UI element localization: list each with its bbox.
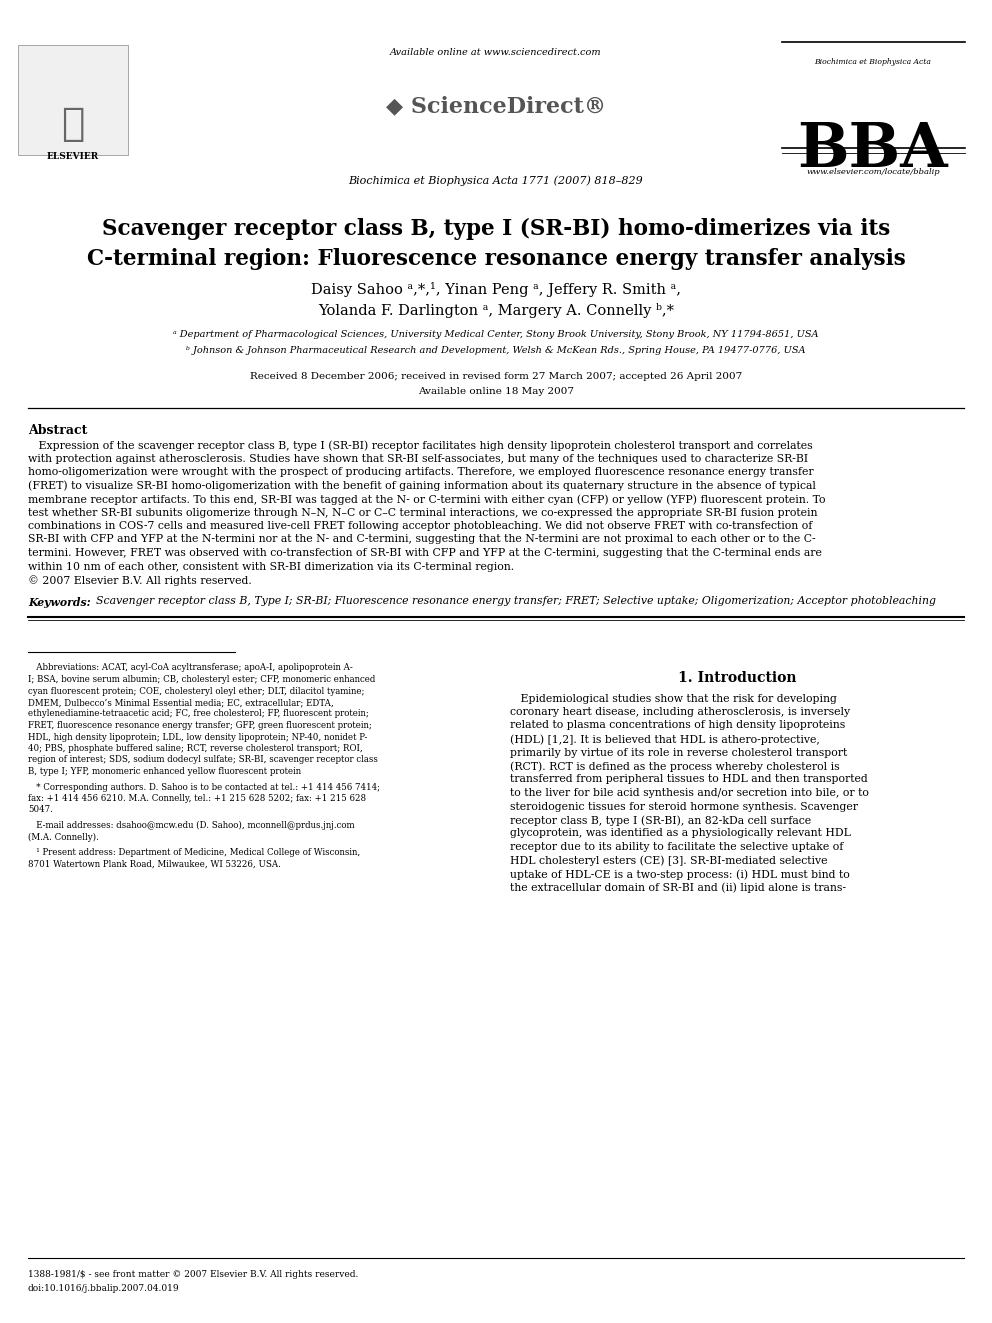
Text: ◆ ScienceDirect®: ◆ ScienceDirect®	[386, 95, 606, 116]
Text: (HDL) [1,2]. It is believed that HDL is athero-protective,: (HDL) [1,2]. It is believed that HDL is …	[510, 734, 819, 745]
Text: SR-BI with CFP and YFP at the N-termini nor at the N- and C-termini, suggesting : SR-BI with CFP and YFP at the N-termini …	[28, 534, 815, 545]
Text: (RCT). RCT is defined as the process whereby cholesterol is: (RCT). RCT is defined as the process whe…	[510, 761, 839, 771]
Text: www.elsevier.com/locate/bbalip: www.elsevier.com/locate/bbalip	[806, 168, 939, 176]
Text: * Corresponding authors. D. Sahoo is to be contacted at tel.: +1 414 456 7414;: * Corresponding authors. D. Sahoo is to …	[28, 782, 380, 791]
Text: ¹ Present address: Department of Medicine, Medical College of Wisconsin,: ¹ Present address: Department of Medicin…	[28, 848, 360, 857]
Text: © 2007 Elsevier B.V. All rights reserved.: © 2007 Elsevier B.V. All rights reserved…	[28, 576, 252, 586]
Text: Biochimica et Biophysica Acta 1771 (2007) 818–829: Biochimica et Biophysica Acta 1771 (2007…	[348, 175, 644, 185]
Text: HDL, high density lipoprotein; LDL, low density lipoprotein; NP-40, nonidet P-: HDL, high density lipoprotein; LDL, low …	[28, 733, 367, 741]
Text: 1388-1981/$ - see front matter © 2007 Elsevier B.V. All rights reserved.: 1388-1981/$ - see front matter © 2007 El…	[28, 1270, 358, 1279]
Text: BBA: BBA	[798, 120, 948, 180]
Text: 1. Introduction: 1. Introduction	[678, 672, 797, 685]
Text: Abbreviations: ACAT, acyl-CoA acyltransferase; apoA-I, apolipoprotein A-: Abbreviations: ACAT, acyl-CoA acyltransf…	[28, 664, 353, 672]
Text: Biochimica et Biophysica Acta: Biochimica et Biophysica Acta	[814, 58, 931, 66]
Text: ethylenediamine-tetraacetic acid; FC, free cholesterol; FP, fluorescent protein;: ethylenediamine-tetraacetic acid; FC, fr…	[28, 709, 369, 718]
Text: glycoprotein, was identified as a physiologically relevant HDL: glycoprotein, was identified as a physio…	[510, 828, 851, 839]
Text: ᵇ Johnson & Johnson Pharmaceutical Research and Development, Welsh & McKean Rds.: ᵇ Johnson & Johnson Pharmaceutical Resea…	[186, 347, 806, 355]
Text: (M.A. Connelly).: (M.A. Connelly).	[28, 832, 99, 841]
Text: 🌳: 🌳	[62, 105, 84, 143]
Text: coronary heart disease, including atherosclerosis, is inversely: coronary heart disease, including athero…	[510, 706, 850, 717]
Text: termini. However, FRET was observed with co-transfection of SR-BI with CFP and Y: termini. However, FRET was observed with…	[28, 548, 822, 558]
Text: receptor class B, type I (SR-BI), an 82-kDa cell surface: receptor class B, type I (SR-BI), an 82-…	[510, 815, 811, 826]
Text: region of interest; SDS, sodium dodecyl sulfate; SR-BI, scavenger receptor class: region of interest; SDS, sodium dodecyl …	[28, 755, 378, 765]
Text: HDL cholesteryl esters (CE) [3]. SR-BI-mediated selective: HDL cholesteryl esters (CE) [3]. SR-BI-m…	[510, 856, 827, 867]
Text: transferred from peripheral tissues to HDL and then transported: transferred from peripheral tissues to H…	[510, 774, 868, 785]
Text: ᵃ Department of Pharmacological Sciences, University Medical Center, Stony Brook: ᵃ Department of Pharmacological Sciences…	[174, 329, 818, 339]
Text: ELSEVIER: ELSEVIER	[47, 152, 99, 161]
Text: I; BSA, bovine serum albumin; CB, cholesteryl ester; CFP, monomeric enhanced: I; BSA, bovine serum albumin; CB, choles…	[28, 675, 375, 684]
Text: steroidogenic tissues for steroid hormone synthesis. Scavenger: steroidogenic tissues for steroid hormon…	[510, 802, 858, 811]
Text: Available online at www.sciencedirect.com: Available online at www.sciencedirect.co…	[390, 48, 602, 57]
Text: Epidemiological studies show that the risk for developing: Epidemiological studies show that the ri…	[510, 693, 837, 704]
Text: Available online 18 May 2007: Available online 18 May 2007	[418, 388, 574, 396]
Text: 5047.: 5047.	[28, 806, 53, 815]
Text: the extracellular domain of SR-BI and (ii) lipid alone is trans-: the extracellular domain of SR-BI and (i…	[510, 882, 846, 893]
Text: homo-oligomerization were wrought with the prospect of producing artifacts. Ther: homo-oligomerization were wrought with t…	[28, 467, 813, 478]
Text: 40; PBS, phosphate buffered saline; RCT, reverse cholesterol transport; ROI,: 40; PBS, phosphate buffered saline; RCT,…	[28, 744, 363, 753]
Text: B, type I; YFP, monomeric enhanced yellow fluorescent protein: B, type I; YFP, monomeric enhanced yello…	[28, 767, 302, 777]
Text: Daisy Sahoo ᵃ,*,¹, Yinan Peng ᵃ, Jeffery R. Smith ᵃ,: Daisy Sahoo ᵃ,*,¹, Yinan Peng ᵃ, Jeffery…	[311, 282, 681, 296]
Text: receptor due to its ability to facilitate the selective uptake of: receptor due to its ability to facilitat…	[510, 841, 843, 852]
Text: uptake of HDL-CE is a two-step process: (i) HDL must bind to: uptake of HDL-CE is a two-step process: …	[510, 869, 850, 880]
Text: Yolanda F. Darlington ᵃ, Margery A. Connelly ᵇ,*: Yolanda F. Darlington ᵃ, Margery A. Conn…	[318, 303, 674, 318]
Text: Received 8 December 2006; received in revised form 27 March 2007; accepted 26 Ap: Received 8 December 2006; received in re…	[250, 372, 742, 381]
Text: with protection against atherosclerosis. Studies have shown that SR-BI self-asso: with protection against atherosclerosis.…	[28, 454, 808, 463]
Text: DMEM, Dulbecco’s Minimal Essential media; EC, extracellular; EDTA,: DMEM, Dulbecco’s Minimal Essential media…	[28, 699, 333, 706]
Text: E-mail addresses: dsahoo@mcw.edu (D. Sahoo), mconnell@prdus.jnj.com: E-mail addresses: dsahoo@mcw.edu (D. Sah…	[28, 822, 354, 830]
Text: Scavenger receptor class B, Type I; SR-BI; Fluorescence resonance energy transfe: Scavenger receptor class B, Type I; SR-B…	[96, 597, 936, 606]
Bar	[18, 45, 128, 155]
Text: FRET, fluorescence resonance energy transfer; GFP, green fluorescent protein;: FRET, fluorescence resonance energy tran…	[28, 721, 372, 730]
Text: (FRET) to visualize SR-BI homo-oligomerization with the benefit of gaining infor: (FRET) to visualize SR-BI homo-oligomeri…	[28, 480, 815, 491]
Text: related to plasma concentrations of high density lipoproteins: related to plasma concentrations of high…	[510, 721, 845, 730]
Text: primarily by virtue of its role in reverse cholesterol transport: primarily by virtue of its role in rever…	[510, 747, 847, 758]
Text: Abstract: Abstract	[28, 423, 87, 437]
Text: Expression of the scavenger receptor class B, type I (SR-BI) receptor facilitate: Expression of the scavenger receptor cla…	[28, 441, 812, 451]
Text: C-terminal region: Fluorescence resonance energy transfer analysis: C-terminal region: Fluorescence resonanc…	[86, 247, 906, 270]
Text: to the liver for bile acid synthesis and/or secretion into bile, or to: to the liver for bile acid synthesis and…	[510, 789, 869, 798]
Text: doi:10.1016/j.bbalip.2007.04.019: doi:10.1016/j.bbalip.2007.04.019	[28, 1285, 180, 1293]
Text: fax: +1 414 456 6210. M.A. Connelly, tel.: +1 215 628 5202; fax: +1 215 628: fax: +1 414 456 6210. M.A. Connelly, tel…	[28, 794, 366, 803]
Text: test whether SR-BI subunits oligomerize through N–N, N–C or C–C terminal interac: test whether SR-BI subunits oligomerize …	[28, 508, 817, 517]
Text: Keywords:: Keywords:	[28, 597, 90, 607]
Text: membrane receptor artifacts. To this end, SR-BI was tagged at the N- or C-termin: membrane receptor artifacts. To this end…	[28, 493, 825, 504]
Text: within 10 nm of each other, consistent with SR-BI dimerization via its C-termina: within 10 nm of each other, consistent w…	[28, 561, 514, 572]
Text: combinations in COS-7 cells and measured live-cell FRET following acceptor photo: combinations in COS-7 cells and measured…	[28, 521, 812, 531]
Text: Scavenger receptor class B, type I (SR-BI) homo-dimerizes via its: Scavenger receptor class B, type I (SR-B…	[102, 218, 890, 239]
Text: cyan fluorescent protein; COE, cholesteryl oleyl ether; DLT, dilacitol tyamine;: cyan fluorescent protein; COE, cholester…	[28, 687, 364, 696]
Text: 8701 Watertown Plank Road, Milwaukee, WI 53226, USA.: 8701 Watertown Plank Road, Milwaukee, WI…	[28, 860, 281, 868]
